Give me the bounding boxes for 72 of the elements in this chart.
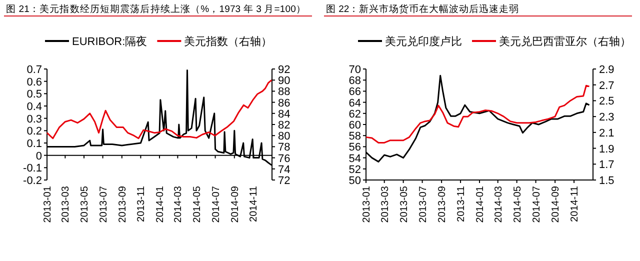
- y2-tick-label: 80: [278, 130, 290, 143]
- y2-tick-label: 2.3: [599, 112, 614, 124]
- legend-label: EURIBOR:隔夜: [72, 35, 148, 48]
- y-tick-label: 56: [348, 142, 361, 154]
- x-tick-label: 2014-09: [550, 186, 562, 223]
- y-tick-label: 0.3: [26, 113, 42, 126]
- x-tick-label: 2013-03: [60, 186, 72, 223]
- y2-tick-label: 72: [278, 175, 290, 187]
- y-tick-label: 52: [348, 164, 361, 176]
- y2-tick-label: 2.1: [599, 127, 614, 140]
- line-series: [46, 79, 272, 140]
- y2-tick-label: 1.7: [599, 159, 614, 172]
- y2-tick-label: 2.7: [599, 80, 614, 92]
- line-series: [365, 84, 590, 144]
- x-tick-label: 2013-05: [79, 186, 90, 223]
- y2-tick-label: 2.9: [599, 64, 614, 76]
- y2-tick-label: 88: [278, 86, 290, 98]
- y-tick-label: 0.5: [26, 88, 42, 101]
- x-tick-label: 2013-03: [380, 186, 391, 223]
- x-tick-label: 2014-03: [493, 186, 504, 223]
- x-tick-label: 2014-07: [531, 186, 542, 223]
- y2-tick-label: 86: [278, 97, 290, 110]
- legend-label: 美元兑巴西雷亚尔（右轴）: [499, 35, 631, 48]
- y-tick-label: -0.2: [23, 175, 42, 187]
- y2-tick-label: 76: [278, 152, 290, 165]
- x-tick-label: 2013-07: [98, 186, 110, 223]
- x-tick-label: 2014-01: [155, 186, 166, 223]
- y2-tick-label: 92: [278, 64, 290, 76]
- x-tick-label: 2014-11: [248, 186, 260, 222]
- x-tick-label: 2014-07: [210, 186, 222, 223]
- y2-tick-label: 1.9: [599, 143, 614, 156]
- y-tick-label: 0.6: [26, 76, 42, 88]
- legend-label: 美元指数（右轴）: [184, 35, 272, 48]
- x-tick-label: 2013-11: [456, 186, 468, 222]
- y2-tick-label: 78: [278, 142, 290, 154]
- x-tick-label: 2013-11: [136, 186, 148, 222]
- x-tick-label: 2013-09: [437, 186, 448, 223]
- x-tick-label: 2014-05: [512, 186, 524, 223]
- y-tick-label: 0.1: [26, 138, 42, 150]
- x-tick-label: 2013-05: [398, 186, 410, 223]
- y-tick-label: 54: [348, 152, 361, 165]
- y-tick-label: 58: [348, 130, 361, 143]
- chart-title: 图 21：美元指数经历短期震荡后持续上涨（%，1973 年 3 月=100）: [6, 3, 306, 15]
- x-tick-label: 2014-05: [192, 186, 203, 223]
- y2-tick-label: 90: [278, 75, 290, 88]
- y-tick-label: 70: [348, 64, 361, 76]
- y2-tick-label: 84: [278, 108, 290, 120]
- y-tick-label: 68: [348, 75, 361, 88]
- x-tick-label: 2014-11: [570, 186, 581, 222]
- y-tick-label: 0: [36, 150, 42, 162]
- y-tick-label: 64: [348, 97, 361, 110]
- legend-label: 美元兑印度卢比: [385, 35, 462, 48]
- x-tick-label: 2014-09: [230, 186, 241, 223]
- y-tick-label: 0.4: [26, 101, 42, 113]
- x-tick-label: 2014-03: [173, 186, 184, 223]
- y2-tick-label: 1.5: [599, 175, 614, 187]
- x-tick-label: 2013-01: [42, 186, 54, 223]
- x-tick-label: 2013-09: [117, 186, 128, 223]
- y-tick-label: 0.2: [26, 126, 42, 138]
- x-tick-label: 2013-01: [362, 186, 372, 223]
- y-tick-label: 60: [348, 120, 361, 132]
- y-tick-label: 62: [348, 108, 361, 120]
- x-tick-label: 2013-07: [418, 186, 429, 223]
- y-tick-label: 66: [348, 86, 361, 98]
- y2-tick-label: 2.5: [599, 96, 614, 108]
- x-tick-label: 2014-01: [475, 186, 486, 223]
- y2-tick-label: 74: [278, 164, 290, 176]
- y2-tick-label: 82: [278, 120, 290, 132]
- chart-title: 图 22：新兴市场货币在大幅波动后迅速走弱: [326, 3, 520, 15]
- y-tick-label: -0.1: [23, 162, 42, 175]
- y-tick-label: 0.7: [26, 64, 42, 76]
- y-tick-label: 50: [348, 175, 361, 187]
